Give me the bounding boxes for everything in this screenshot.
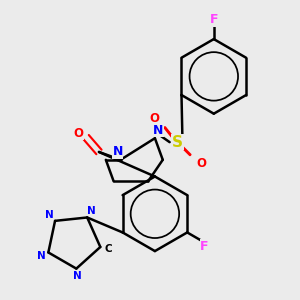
Text: O: O (74, 127, 83, 140)
Text: F: F (200, 240, 209, 253)
Text: N: N (153, 124, 163, 137)
Text: C: C (104, 244, 112, 254)
Text: O: O (149, 112, 159, 125)
Text: N: N (112, 146, 123, 158)
Text: O: O (196, 157, 206, 170)
Text: N: N (37, 250, 46, 261)
Text: F: F (209, 13, 218, 26)
Text: S: S (172, 135, 183, 150)
Text: N: N (45, 210, 54, 220)
Text: N: N (87, 206, 95, 216)
Text: N: N (73, 272, 82, 281)
